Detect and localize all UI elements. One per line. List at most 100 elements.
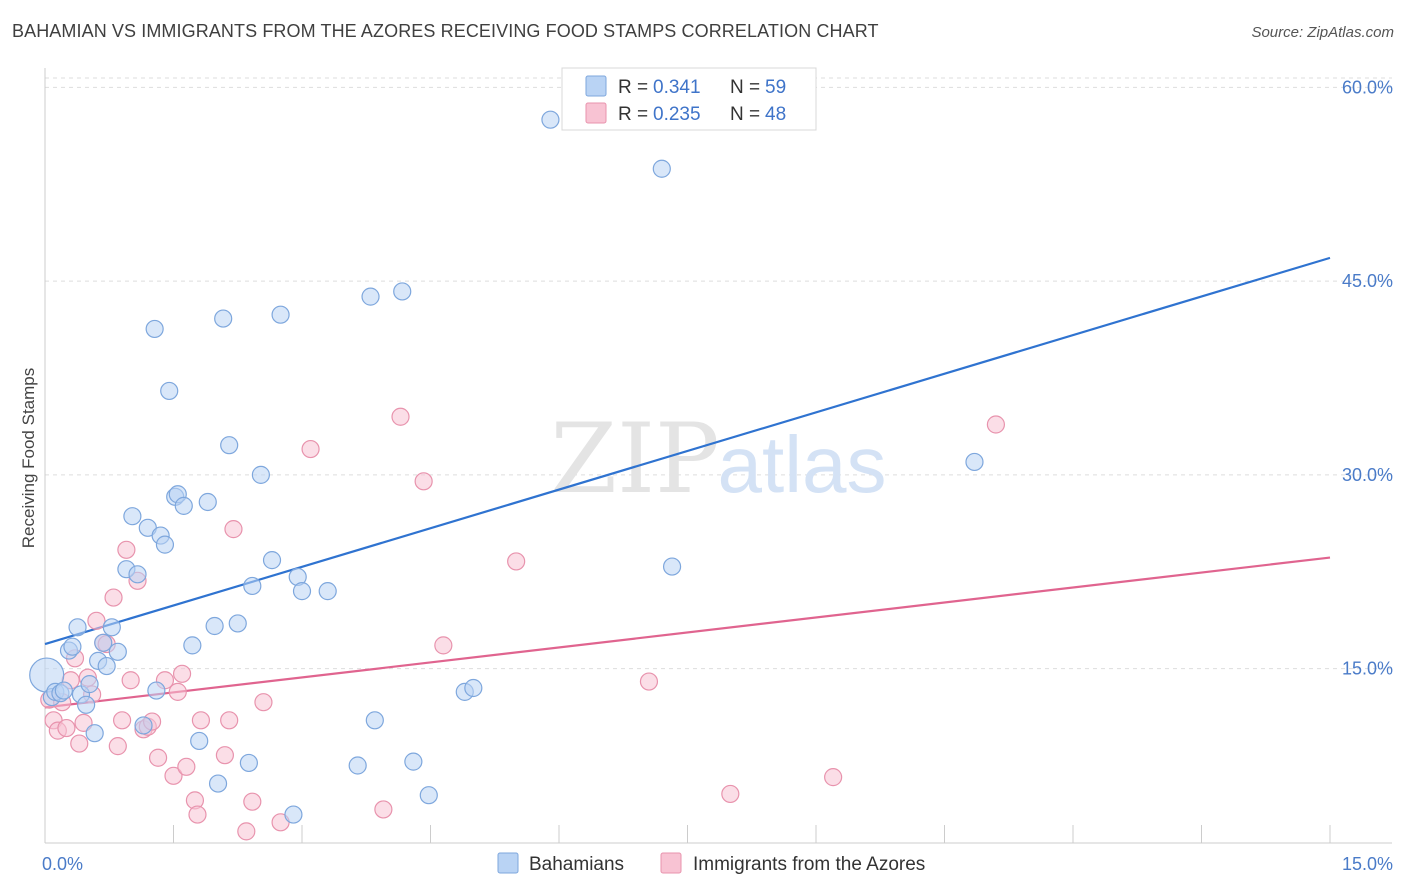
data-point-bahamians (208, 774, 228, 793)
data-point-azores (57, 718, 76, 738)
data-point-bahamians (239, 753, 258, 773)
data-point-azores (237, 822, 256, 841)
data-point-azores (148, 748, 168, 767)
x-tick-labels: 0.0% 15.0% (42, 854, 1393, 874)
data-point-azores (168, 682, 187, 701)
data-point-bahamians (102, 618, 121, 637)
data-point-bahamians (365, 711, 384, 730)
watermark-atlas: atlas (718, 420, 887, 509)
data-point-bahamians (183, 636, 202, 655)
data-point-azores (121, 671, 140, 690)
data-point-bahamians (214, 309, 233, 328)
data-point-bahamians (271, 305, 290, 324)
data-point-bahamians (54, 681, 73, 700)
x-tick-label: 15.0% (1342, 854, 1393, 874)
legend-r-label-1: R = (618, 77, 648, 98)
data-point-azores (108, 737, 127, 756)
bottom-legend-label-1: Bahamians (529, 854, 624, 875)
trend-line-azores (44, 556, 1331, 709)
data-point-azores (87, 611, 106, 630)
data-point-azores (215, 746, 234, 765)
data-point-bahamians (393, 282, 412, 301)
data-point-bahamians (63, 637, 82, 656)
data-point-azores (104, 588, 123, 607)
data-point-azores (434, 636, 453, 655)
data-point-bahamians (145, 319, 164, 339)
data-point-azores (374, 800, 393, 819)
source-label: Source: ZipAtlas.com (1251, 24, 1394, 41)
data-point-bahamians (348, 756, 367, 775)
data-point-bahamians (147, 681, 166, 700)
data-point-bahamians (243, 576, 262, 596)
data-point-bahamians (85, 724, 104, 743)
data-point-bahamians (251, 465, 270, 484)
data-point-azores (254, 693, 273, 712)
data-point-azores (639, 672, 659, 691)
data-point-azores (117, 540, 136, 559)
data-point-bahamians (128, 565, 147, 584)
legend-n-label-2: N = (730, 104, 760, 125)
chart-title: BAHAMIAN VS IMMIGRANTS FROM THE AZORES R… (12, 21, 879, 41)
data-point-bahamians (160, 381, 179, 401)
data-point-bahamians (541, 110, 560, 129)
data-point-bahamians (284, 805, 303, 824)
bottom-legend: Bahamians Immigrants from the Azores (497, 852, 925, 875)
legend-n-label-1: N = (730, 77, 760, 98)
data-point-bahamians (190, 731, 209, 751)
legend-r-value-1: 0.341 (653, 77, 701, 98)
bottom-legend-swatch-pink (660, 852, 682, 874)
data-point-bahamians (94, 633, 113, 652)
data-point-azores (224, 520, 243, 539)
data-point-azores (414, 472, 433, 491)
data-point-bahamians (318, 582, 337, 601)
data-point-azores (243, 792, 262, 811)
watermark: ZIP atlas (550, 403, 886, 515)
data-point-bahamians (77, 695, 96, 714)
trend-lines (44, 256, 1331, 709)
watermark-zip: ZIP (550, 403, 719, 515)
data-point-bahamians (123, 507, 142, 526)
legend-swatch-pink (585, 102, 607, 124)
data-point-bahamians (155, 535, 175, 554)
series-bahamians-points (29, 110, 984, 824)
data-point-azores (220, 711, 239, 730)
data-point-azores (112, 711, 132, 730)
data-point-bahamians (68, 618, 87, 637)
legend-n-value-2: 48 (765, 104, 786, 125)
y-tick-label: 15.0% (1342, 659, 1393, 679)
data-point-bahamians (419, 786, 438, 805)
legend-n-value-1: 59 (765, 77, 786, 98)
data-point-azores (191, 711, 211, 730)
legend-swatch-blue (585, 75, 607, 97)
data-point-azores (721, 784, 740, 804)
bottom-legend-swatch-blue (497, 852, 519, 874)
data-point-azores (70, 734, 89, 753)
data-point-bahamians (108, 642, 127, 661)
data-point-bahamians (292, 582, 312, 601)
data-point-azores (177, 757, 196, 776)
data-point-bahamians (404, 752, 423, 771)
legend-r-label-2: R = (618, 104, 648, 125)
data-point-bahamians (220, 436, 239, 455)
x-tick-label: 0.0% (42, 854, 83, 874)
data-point-bahamians (80, 675, 99, 694)
y-tick-label: 30.0% (1342, 465, 1393, 485)
data-point-bahamians (198, 492, 217, 512)
data-point-bahamians (662, 557, 682, 576)
data-point-azores (164, 766, 183, 785)
data-point-azores (74, 713, 93, 732)
data-point-azores (301, 439, 320, 459)
data-point-bahamians (134, 716, 153, 735)
series-azores-points (40, 407, 1006, 841)
data-point-azores (172, 664, 192, 683)
data-point-bahamians (262, 551, 282, 570)
data-point-bahamians (361, 287, 380, 306)
y-tick-labels: 15.0% 30.0% 45.0% 60.0% (1342, 77, 1393, 678)
data-point-bahamians (174, 496, 193, 515)
data-point-bahamians (97, 656, 116, 676)
data-point-azores (391, 407, 410, 426)
data-point-bahamians (464, 678, 483, 698)
top-legend: R = 0.341 N = 59 R = 0.235 N = 48 (561, 67, 817, 131)
data-point-bahamians (228, 614, 247, 633)
